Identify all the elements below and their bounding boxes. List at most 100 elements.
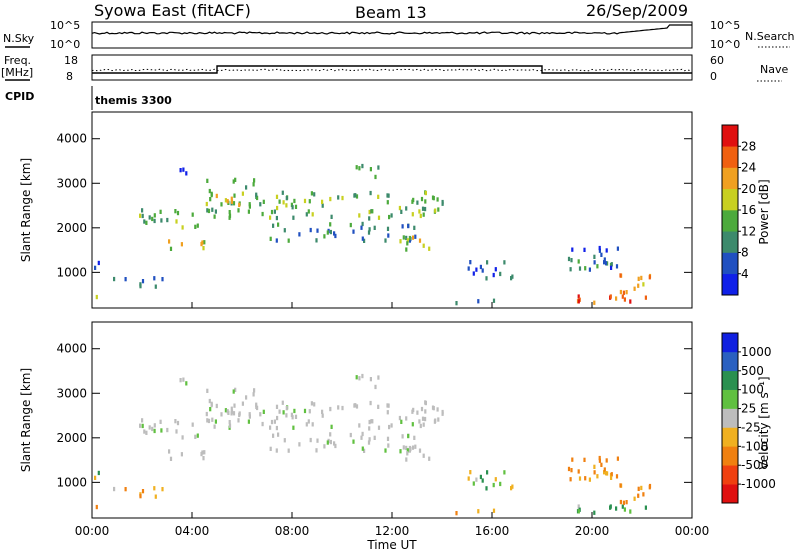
velocity-echo-cell bbox=[570, 468, 573, 473]
velocity-echo-cell bbox=[166, 427, 169, 433]
power-echo-cell bbox=[416, 200, 419, 205]
velocity-echo-cell bbox=[97, 470, 100, 476]
velocity-echo-cell bbox=[143, 429, 146, 434]
velocity-echoes bbox=[94, 373, 652, 516]
power-echo-cell bbox=[169, 246, 173, 251]
velocity-echo-cell bbox=[406, 451, 409, 456]
power-echo-cell bbox=[315, 238, 318, 243]
power-echo-cell bbox=[418, 238, 422, 243]
velocity-echo-cell bbox=[311, 422, 314, 427]
power-echo-cell bbox=[341, 195, 344, 201]
power-echo-cell bbox=[230, 196, 233, 201]
power-echo-cell bbox=[168, 239, 171, 244]
velocity-echo-cell bbox=[368, 437, 371, 442]
power-echo-cell bbox=[334, 233, 337, 239]
power-echo-cell bbox=[492, 272, 495, 278]
power-echo-cell bbox=[373, 225, 376, 230]
power-colorbar-swatch bbox=[722, 125, 738, 147]
velocity-echo-cell bbox=[637, 486, 640, 491]
power-echo-cell bbox=[176, 210, 180, 216]
velocity-echo-cell bbox=[398, 415, 401, 421]
power-echo-cell bbox=[640, 275, 643, 281]
velocity-echo-cell bbox=[200, 451, 203, 457]
velocity-echo-cell bbox=[358, 423, 361, 428]
power-frame bbox=[91, 111, 693, 309]
power-echo-cell bbox=[174, 209, 177, 214]
nsky-panel: N.Sky 10^5 10^0 10^5 10^0 N.Search bbox=[3, 19, 795, 51]
power-echo-cell bbox=[139, 284, 142, 289]
nsearch-tick-bottom: 10^0 bbox=[710, 38, 740, 51]
power-echo-cell bbox=[642, 282, 645, 287]
velocity-echo-cell bbox=[400, 419, 403, 424]
velocity-echo-cell bbox=[161, 487, 164, 492]
velocity-echo-cell bbox=[307, 419, 310, 424]
velocity-echo-cell bbox=[419, 423, 422, 429]
power-echo-cell bbox=[455, 301, 458, 306]
velocity-echo-cell bbox=[256, 405, 259, 411]
velocity-echo-cell bbox=[230, 409, 234, 414]
velocity-echo-cell bbox=[182, 377, 185, 382]
velocity-echo-cell bbox=[248, 414, 251, 419]
velocity-echo-cell bbox=[633, 496, 636, 501]
power-echo-cell bbox=[275, 194, 279, 199]
power-echo-cell bbox=[309, 227, 312, 233]
velocity-echo-cell bbox=[206, 388, 209, 393]
nave-tick-top: 60 bbox=[710, 54, 724, 67]
power-colorbar-swatch bbox=[722, 188, 738, 211]
power-echo-cell bbox=[252, 182, 255, 187]
power-echo-cell bbox=[369, 190, 372, 196]
power-echo-cell bbox=[326, 230, 329, 235]
velocity-ylabel: Slant Range [km] bbox=[19, 368, 33, 472]
power-echo-cell bbox=[355, 194, 359, 199]
velocity-echo-cell bbox=[269, 446, 272, 451]
power-echo-cell bbox=[233, 193, 236, 198]
velocity-echo-cell bbox=[422, 422, 425, 427]
velocity-echo-cell bbox=[323, 444, 326, 449]
power-echo-cell bbox=[621, 294, 624, 299]
power-echo-cell bbox=[228, 210, 231, 215]
power-echo-cell bbox=[333, 231, 336, 236]
power-echoes bbox=[94, 163, 652, 306]
power-colorbar-label: Power [dB] bbox=[757, 179, 771, 244]
power-colorbar-swatch bbox=[722, 210, 738, 232]
power-echo-cell bbox=[481, 268, 484, 273]
velocity-echo-cell bbox=[334, 443, 337, 449]
velocity-echo-cell bbox=[361, 446, 364, 451]
velocity-echo-cell bbox=[434, 418, 437, 423]
velocity-echo-cell bbox=[141, 423, 144, 429]
velocity-echo-cell bbox=[353, 403, 356, 408]
power-echo-cell bbox=[411, 212, 414, 217]
power-echo-cell bbox=[321, 203, 324, 208]
power-echo-cell bbox=[293, 198, 296, 204]
velocity-echo-cell bbox=[352, 439, 355, 444]
velocity-colorbar-swatch bbox=[722, 427, 738, 447]
velocity-echo-cell bbox=[598, 458, 601, 463]
velocity-echo-cell bbox=[486, 470, 489, 475]
velocity-echo-cell bbox=[593, 470, 596, 475]
power-echo-cell bbox=[510, 276, 513, 281]
power-echo-cell bbox=[311, 212, 314, 217]
velocity-echo-cell bbox=[185, 381, 188, 386]
freq-frame bbox=[91, 54, 693, 81]
velocity-echo-cell bbox=[253, 388, 256, 393]
power-echo-cell bbox=[203, 240, 206, 245]
x-axis: 00:00 04:00 08:00 12:00 16:00 20:00 00:00 bbox=[75, 302, 709, 538]
power-echo-cell bbox=[603, 257, 606, 262]
power-echo-cell bbox=[208, 188, 211, 194]
power-echo-cell bbox=[399, 239, 402, 244]
power-echo-cell bbox=[407, 223, 410, 229]
velocity-echo-cell bbox=[609, 504, 612, 509]
xtick-label: 20:00 bbox=[575, 524, 610, 538]
velocity-echo-cell bbox=[584, 476, 587, 481]
power-echo-cell bbox=[367, 230, 371, 235]
velocity-echo-cell bbox=[272, 433, 275, 438]
power-echo-cell bbox=[200, 241, 203, 247]
power-echo-cell bbox=[329, 229, 332, 235]
velocity-echo-cell bbox=[315, 448, 318, 453]
velocity-echo-cell bbox=[629, 509, 632, 514]
power-echo-cell bbox=[211, 207, 214, 212]
velocity-echo-cell bbox=[416, 410, 419, 415]
velocity-echo-cell bbox=[422, 453, 425, 458]
velocity-echo-cell bbox=[414, 444, 417, 449]
nsky-tick-top: 10^5 bbox=[50, 19, 80, 32]
